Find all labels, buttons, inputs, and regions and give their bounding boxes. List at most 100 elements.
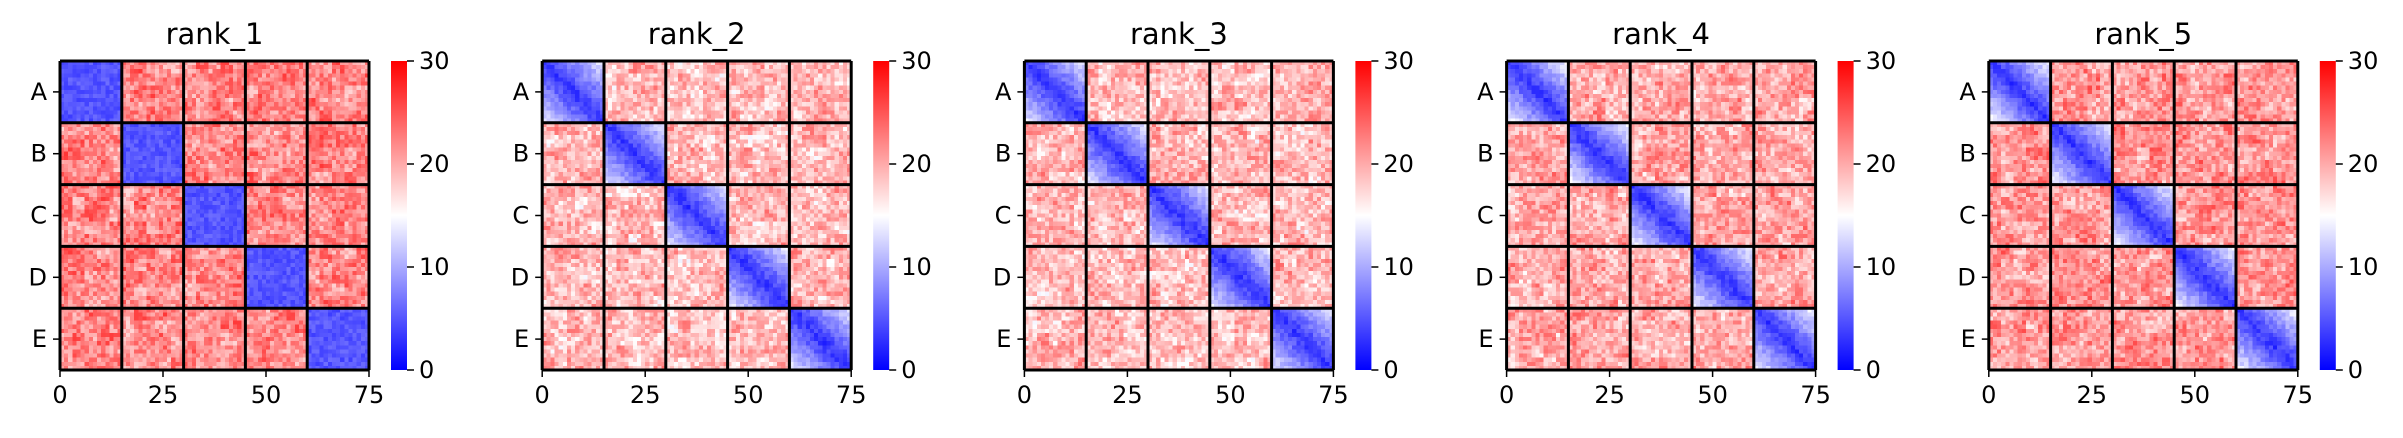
heatmap-cell bbox=[130, 164, 135, 169]
heatmap-cell bbox=[221, 213, 226, 218]
heatmap-cell bbox=[250, 238, 255, 243]
heatmap-cell bbox=[155, 205, 160, 210]
heatmap-cell bbox=[151, 238, 156, 243]
heatmap-cell bbox=[324, 106, 329, 111]
heatmap-cell bbox=[254, 168, 259, 173]
heatmap-cell bbox=[324, 279, 329, 284]
heatmap-cell bbox=[171, 102, 176, 107]
heatmap-cell bbox=[315, 226, 320, 231]
heatmap-cell bbox=[328, 263, 333, 268]
heatmap-cell bbox=[208, 106, 213, 111]
heatmap-cell bbox=[138, 168, 143, 173]
heatmap-cell bbox=[274, 135, 279, 140]
heatmap-cell bbox=[171, 168, 176, 173]
heatmap-cell bbox=[72, 218, 77, 223]
heatmap-cell bbox=[225, 201, 230, 206]
heatmap-cell bbox=[163, 148, 168, 153]
heatmap-cell bbox=[348, 205, 353, 210]
heatmap-cell bbox=[311, 172, 316, 177]
heatmap-cell bbox=[68, 90, 73, 95]
heatmap-cell bbox=[295, 283, 300, 288]
heatmap-cell bbox=[278, 259, 283, 264]
heatmap-cell bbox=[196, 106, 201, 111]
heatmap-cell bbox=[332, 275, 337, 280]
heatmap-cell bbox=[336, 201, 341, 206]
heatmap-cell bbox=[72, 148, 77, 153]
heatmap-cell bbox=[97, 69, 102, 74]
heatmap-cell bbox=[332, 94, 337, 99]
heatmap-cell bbox=[328, 152, 333, 157]
heatmap-cell bbox=[97, 156, 102, 161]
heatmap-cell bbox=[258, 73, 263, 78]
heatmap-cell bbox=[361, 267, 366, 272]
heatmap-cell bbox=[291, 300, 296, 305]
heatmap-cell bbox=[291, 152, 296, 157]
heatmap-cell bbox=[175, 176, 180, 181]
heatmap-cell bbox=[357, 98, 362, 103]
heatmap-cell bbox=[76, 160, 81, 165]
heatmap-cell bbox=[266, 296, 271, 301]
heatmap-cell bbox=[208, 218, 213, 223]
heatmap-cell bbox=[217, 77, 222, 82]
heatmap-cell bbox=[109, 135, 114, 140]
heatmap-cell bbox=[311, 279, 316, 284]
heatmap-cell bbox=[97, 201, 102, 206]
heatmap-cell bbox=[196, 222, 201, 227]
heatmap-cell bbox=[274, 77, 279, 82]
heatmap-cell bbox=[266, 115, 271, 120]
heatmap-cell bbox=[151, 251, 156, 256]
heatmap-cell bbox=[204, 226, 209, 231]
heatmap-cell bbox=[287, 135, 292, 140]
heatmap-cell bbox=[159, 115, 164, 120]
heatmap-cell bbox=[278, 222, 283, 227]
heatmap-cell bbox=[361, 251, 366, 256]
heatmap-cell bbox=[266, 271, 271, 276]
heatmap-cell bbox=[101, 238, 106, 243]
heatmap-cell bbox=[81, 172, 86, 177]
heatmap-cell bbox=[134, 271, 139, 276]
heatmap-cell bbox=[93, 275, 98, 280]
heatmap-cell bbox=[204, 106, 209, 111]
heatmap-cell bbox=[188, 94, 193, 99]
heatmap-cell bbox=[200, 259, 205, 264]
heatmap-cell bbox=[155, 201, 160, 206]
heatmap-cell bbox=[68, 234, 73, 239]
heatmap-cell bbox=[72, 135, 77, 140]
heatmap-cell bbox=[233, 168, 238, 173]
heatmap-cell bbox=[332, 139, 337, 144]
heatmap-cell bbox=[233, 94, 238, 99]
heatmap-cell bbox=[105, 333, 110, 338]
heatmap-cell bbox=[76, 164, 81, 169]
heatmap-cell bbox=[328, 148, 333, 153]
heatmap-cell bbox=[291, 283, 296, 288]
heatmap-cell bbox=[282, 283, 287, 288]
heatmap-cell bbox=[315, 110, 320, 115]
heatmap-cell bbox=[72, 98, 77, 103]
heatmap-cell bbox=[208, 143, 213, 148]
heatmap-cell bbox=[229, 86, 234, 91]
heatmap-cell bbox=[233, 143, 238, 148]
heatmap-cell bbox=[266, 86, 271, 91]
heatmap-cell bbox=[237, 255, 242, 260]
heatmap-cell bbox=[332, 82, 337, 87]
heatmap-cell bbox=[274, 86, 279, 91]
heatmap-cell bbox=[258, 275, 263, 280]
heatmap-cell bbox=[336, 94, 341, 99]
heatmap-cell bbox=[212, 213, 217, 218]
heatmap-cell bbox=[200, 82, 205, 87]
heatmap-cell bbox=[167, 106, 172, 111]
heatmap-cell bbox=[353, 201, 358, 206]
heatmap-cell bbox=[270, 77, 275, 82]
heatmap-cell bbox=[291, 205, 296, 210]
heatmap-cell bbox=[105, 275, 110, 280]
heatmap-cell bbox=[336, 288, 341, 293]
heatmap-cell bbox=[315, 193, 320, 198]
heatmap-cell bbox=[336, 152, 341, 157]
heatmap-cell bbox=[200, 189, 205, 194]
heatmap-cell bbox=[134, 110, 139, 115]
heatmap-cell bbox=[171, 300, 176, 305]
heatmap-cell bbox=[81, 65, 86, 70]
heatmap-cell bbox=[163, 156, 168, 161]
heatmap-cell bbox=[299, 325, 304, 330]
heatmap-cell bbox=[287, 263, 292, 268]
